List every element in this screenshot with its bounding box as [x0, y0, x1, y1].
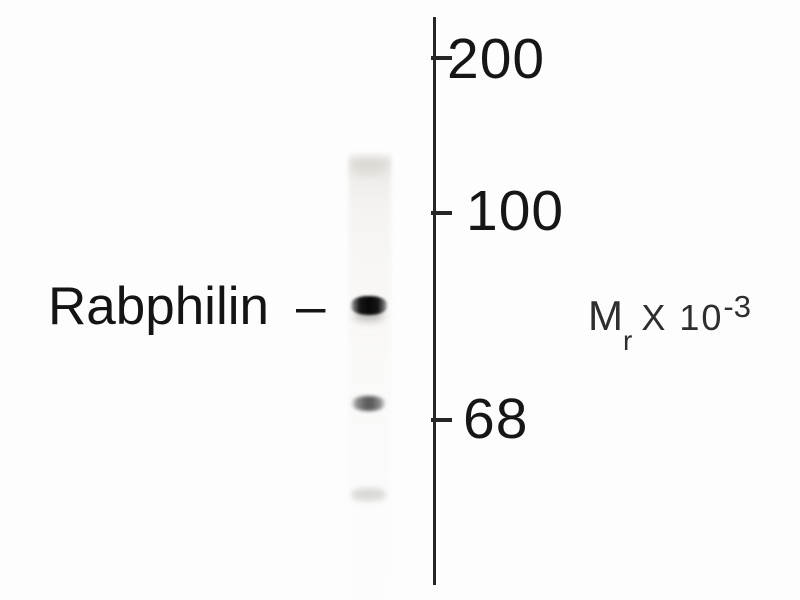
- lower-band: [351, 396, 386, 411]
- mw-marker-200: 200: [447, 27, 546, 91]
- lowest-faint-band: [351, 488, 386, 501]
- lane-top-smear: [351, 157, 387, 175]
- mw-marker-100: 100: [466, 179, 565, 243]
- mw-axis-line: [433, 17, 436, 585]
- unit-subscript: r: [623, 325, 633, 356]
- tick-100: [431, 211, 452, 215]
- tick-200: [431, 56, 452, 60]
- unit-multiplier: X 10: [641, 297, 724, 338]
- protein-label: Rabphilin –: [48, 280, 325, 333]
- gel-lane: [349, 152, 391, 600]
- protein-name-text: Rabphilin: [48, 277, 269, 336]
- unit-exponent: -3: [723, 289, 751, 324]
- mw-unit-label: Mr X 10-3: [588, 286, 751, 362]
- rabphilin-band: [350, 296, 388, 315]
- mw-marker-68: 68: [463, 387, 529, 451]
- band-pointer-dash: –: [295, 277, 326, 336]
- unit-symbol: M: [588, 292, 623, 339]
- lane-background-smear: [349, 152, 391, 600]
- tick-68: [431, 418, 452, 422]
